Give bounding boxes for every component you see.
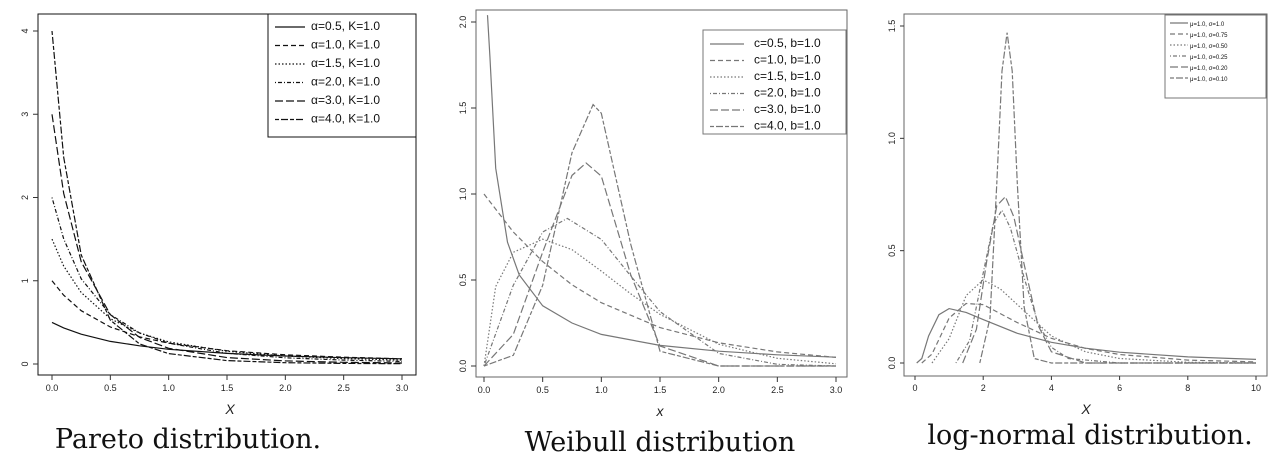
lognormal-series-line-4 xyxy=(955,208,1256,364)
weibull-x-tick-label: 1.5 xyxy=(654,385,667,395)
lognormal-plot-frame xyxy=(903,13,1268,377)
weibull-legend-label: c=0.5, b=1.0 xyxy=(754,36,821,50)
lognormal-series-line-2 xyxy=(921,302,1257,364)
pareto-y-ticks: 0 1 2 3 4 xyxy=(20,28,38,367)
lognormal-legend-label: μ=1.0, σ=1.0 xyxy=(1190,22,1225,28)
lognormal-y-tick-label: 0.0 xyxy=(887,357,897,370)
weibull-x-label: x xyxy=(656,403,665,419)
pareto-y-tick-label: 4 xyxy=(20,28,30,33)
pareto-x-tick-label: 1.5 xyxy=(221,383,234,393)
pareto-x-ticks: 0.0 0.5 1.0 1.5 2.0 2.5 3.0 xyxy=(46,375,409,393)
pareto-x-tick-label: 0.0 xyxy=(46,383,59,393)
pareto-series-line-5 xyxy=(51,114,403,364)
weibull-y-tick-label: 0.5 xyxy=(458,274,468,287)
lognormal-legend-label: μ=1.0, σ=0.50 xyxy=(1190,44,1228,50)
weibull-legend: c=0.5, b=1.0 c=1.0, b=1.0 c=1.5, b=1.0 c=2.… xyxy=(702,29,847,135)
weibull-x-tick-label: 2.5 xyxy=(771,385,784,395)
weibull-legend-label: c=1.5, b=1.0 xyxy=(754,69,821,83)
lognormal-legend-label: μ=1.0, σ=0.25 xyxy=(1190,55,1228,61)
lognormal-legend-box xyxy=(1164,14,1267,99)
lognormal-y-tick-label: 1.5 xyxy=(887,20,897,33)
lognormal-x-tick-label: 0 xyxy=(912,383,917,393)
lognormal-x-tick-label: 10 xyxy=(1251,383,1261,393)
weibull-y-tick-label: 2.0 xyxy=(458,16,468,29)
pareto-x-label: X xyxy=(224,401,235,417)
lognormal-series-line-6 xyxy=(979,32,1256,364)
pareto-legend-label: α=3.0, K=1.0 xyxy=(311,93,380,107)
lognormal-x-tick-label: 6 xyxy=(1117,383,1122,393)
weibull-x-tick-label: 0.5 xyxy=(536,385,549,395)
pareto-series-line-6 xyxy=(51,30,403,365)
lognormal-x-tick-label: 4 xyxy=(1049,383,1054,393)
lognormal-series-line-5 xyxy=(962,195,1256,364)
lognormal-y-tick-label: 1.0 xyxy=(887,132,897,145)
weibull-legend-label: c=4.0, b=1.0 xyxy=(754,119,821,133)
lognormal-lines xyxy=(916,32,1257,364)
weibull-y-tick-label: 1.5 xyxy=(458,102,468,115)
pareto-legend-label: α=4.0, K=1.0 xyxy=(311,112,380,126)
pareto-y-tick-label: 2 xyxy=(20,195,30,200)
pareto-x-tick-label: 2.0 xyxy=(279,383,292,393)
pareto-series-line-2 xyxy=(51,280,403,360)
pareto-lines xyxy=(51,30,403,365)
weibull-x-tick-label: 3.0 xyxy=(830,385,843,395)
weibull-y-ticks: 0.0 0.5 1.0 1.5 2.0 xyxy=(458,16,476,373)
lognormal-legend-label: μ=1.0, σ=0.10 xyxy=(1190,77,1228,83)
lognormal-legend: μ=1.0, σ=1.0 μ=1.0, σ=0.75 μ=1.0, σ=0.50 μ=… xyxy=(1164,14,1267,99)
lognormal-y-ticks: 0.0 0.5 1.0 1.5 xyxy=(887,20,904,370)
lognormal-series-line-3 xyxy=(931,279,1257,364)
pareto-series-line-4 xyxy=(51,197,403,362)
pareto-panel: 0.0 0.5 1.0 1.5 2.0 2.5 3.0 0 1 2 3 4 X α=0.5, K=1… xyxy=(20,13,417,455)
pareto-series-line-3 xyxy=(51,238,403,361)
weibull-x-ticks: 0.0 0.5 1.0 1.5 2.0 2.5 3.0 xyxy=(478,377,843,395)
weibull-legend-label: c=1.0, b=1.0 xyxy=(754,53,821,67)
weibull-x-tick-label: 0.0 xyxy=(478,385,491,395)
weibull-series-line-5 xyxy=(483,162,836,367)
pareto-x-tick-label: 3.0 xyxy=(396,383,409,393)
weibull-x-tick-label: 2.0 xyxy=(712,385,725,395)
weibull-legend-box xyxy=(702,29,847,135)
lognormal-x-tick-label: 2 xyxy=(981,383,986,393)
weibull-legend-label: c=2.0, b=1.0 xyxy=(754,86,821,100)
lognormal-legend-label: μ=1.0, σ=0.20 xyxy=(1190,66,1228,72)
lognormal-panel: 0 2 4 6 8 10 0.00.51.01.5 X μ=1.0, σ=1.0μ=1.0… xyxy=(887,13,1268,451)
weibull-series-line-2 xyxy=(483,193,837,358)
lognormal-x-ticks: 0 2 4 6 8 10 xyxy=(912,376,1261,393)
lognormal-legend-label: μ=1.0, σ=0.75 xyxy=(1190,33,1228,39)
pareto-title: Pareto distribution. xyxy=(55,424,321,455)
weibull-y-tick-label: 0.0 xyxy=(458,360,468,373)
pareto-legend-label: α=2.0, K=1.0 xyxy=(311,75,380,89)
pareto-series-line-1 xyxy=(51,321,403,360)
pareto-legend-box xyxy=(267,13,417,138)
pareto-legend: α=0.5, K=1.0 α=1.0, K=1.0 α=1.5, K=1.0 α=2.… xyxy=(267,13,417,138)
pareto-legend-label: α=1.0, K=1.0 xyxy=(311,38,380,52)
weibull-panel: 0.0 0.5 1.0 1.5 2.0 2.5 3.0 0.00.51.01.52.0 x … xyxy=(458,9,848,458)
pareto-x-tick-label: 0.5 xyxy=(104,383,117,393)
weibull-series-line-6 xyxy=(483,103,836,367)
lognormal-x-tick-label: 8 xyxy=(1185,383,1190,393)
lognormal-x-label: X xyxy=(1080,401,1091,417)
lognormal-title: log-normal distribution. xyxy=(927,420,1252,451)
pareto-legend-label: α=0.5, K=1.0 xyxy=(311,19,380,33)
pareto-y-tick-label: 1 xyxy=(20,278,30,283)
pareto-x-tick-label: 1.0 xyxy=(162,383,175,393)
weibull-legend-label: c=3.0, b=1.0 xyxy=(754,102,821,116)
lognormal-y-tick-label: 0.5 xyxy=(887,244,897,257)
weibull-title: Weibull distribution xyxy=(525,427,796,458)
weibull-series-line-3 xyxy=(483,238,837,367)
pareto-legend-label: α=1.5, K=1.0 xyxy=(311,56,380,70)
weibull-x-tick-label: 1.0 xyxy=(595,385,608,395)
weibull-lines xyxy=(483,15,837,367)
pareto-x-tick-label: 2.5 xyxy=(337,383,350,393)
weibull-series-line-4 xyxy=(483,217,837,367)
pareto-y-tick-label: 3 xyxy=(20,112,30,117)
pareto-y-tick-label: 0 xyxy=(20,361,30,366)
weibull-series-line-1 xyxy=(486,15,837,358)
lognormal-series-line-1 xyxy=(916,307,1257,364)
weibull-y-tick-label: 1.0 xyxy=(458,188,468,201)
